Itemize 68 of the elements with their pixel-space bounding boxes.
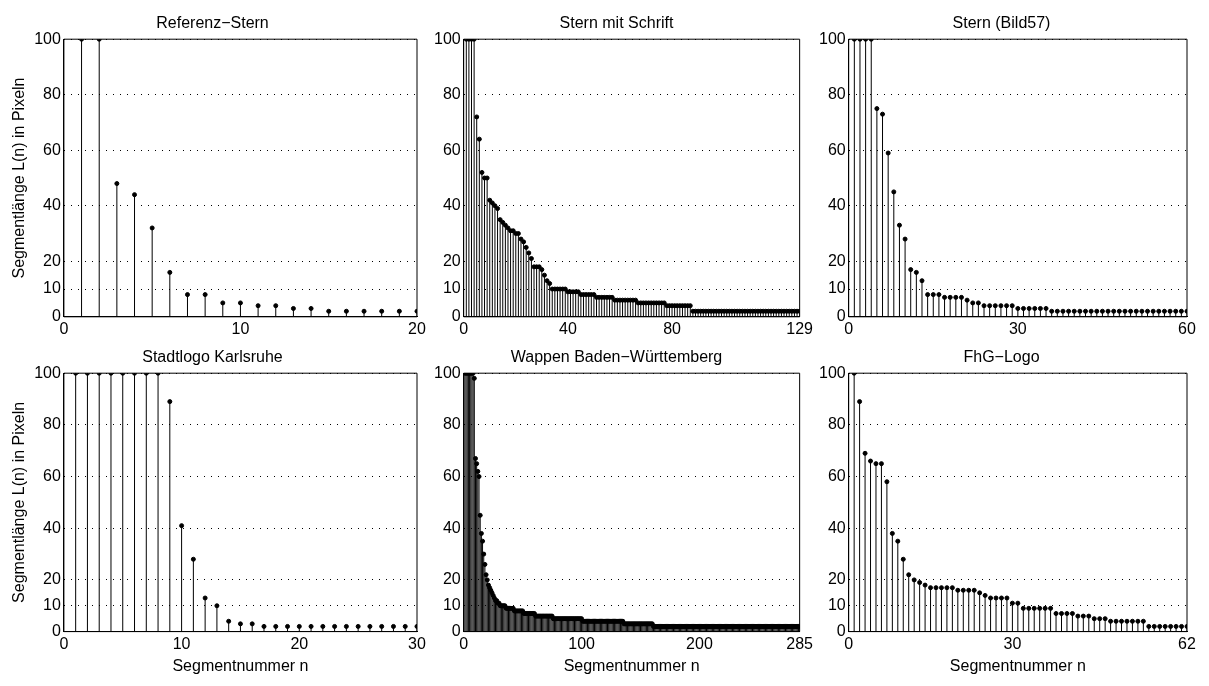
x-tick-label: 129 xyxy=(786,319,814,337)
y-tick-label: 20 xyxy=(827,570,846,588)
y-tick-label: 60 xyxy=(442,140,461,158)
y-tick-label: 10 xyxy=(43,596,61,614)
x-tick-label: 60 xyxy=(1178,319,1196,337)
y-tick-label: 0 xyxy=(51,622,61,640)
x-axis-title: Segmentnummer n xyxy=(563,656,700,674)
y-tick-label: 100 xyxy=(433,29,461,47)
y-tick-label: 40 xyxy=(43,518,61,536)
chart-title: Stern (Bild57) xyxy=(952,14,1051,32)
y-tick-label: 20 xyxy=(827,251,846,269)
x-axis-title: Segmentnummer n xyxy=(172,656,309,674)
x-tick-label: 20 xyxy=(408,319,426,337)
y-tick-label: 60 xyxy=(827,466,846,484)
y-tick-label: 100 xyxy=(34,363,61,381)
y-tick-label: 40 xyxy=(442,196,461,214)
y-tick-label: 40 xyxy=(43,196,61,214)
y-tick-label: 0 xyxy=(451,307,461,325)
y-tick-label: 100 xyxy=(433,363,461,381)
y-tick-label: 20 xyxy=(43,251,61,269)
y-tick-label: 100 xyxy=(818,29,846,47)
y-tick-label: 80 xyxy=(43,85,61,103)
x-tick-label: 80 xyxy=(663,319,682,337)
x-tick-label: 30 xyxy=(1008,319,1027,337)
chart-title: Stern mit Schrift xyxy=(559,14,674,32)
chart-title: FhG−Logo xyxy=(963,348,1040,366)
y-tick-label: 10 xyxy=(827,596,846,614)
y-tick-label: 0 xyxy=(836,307,846,325)
y-tick-label: 80 xyxy=(827,85,846,103)
y-tick-label: 10 xyxy=(442,279,461,297)
y-axis-title: Segmentlänge L(n) in Pixeln xyxy=(10,401,28,603)
x-tick-label: 10 xyxy=(231,319,250,337)
y-tick-label: 80 xyxy=(442,85,461,103)
x-tick-label: 200 xyxy=(686,634,713,652)
y-tick-label: 80 xyxy=(43,415,61,433)
y-tick-label: 10 xyxy=(442,596,461,614)
x-tick-label: 20 xyxy=(290,634,309,652)
chart-title: Referenz−Stern xyxy=(156,14,269,32)
y-tick-label: 40 xyxy=(827,518,846,536)
chart-title: Stadtlogo Karlsruhe xyxy=(142,348,283,366)
y-tick-label: 10 xyxy=(43,279,61,297)
x-tick-label: 40 xyxy=(558,319,577,337)
y-tick-label: 80 xyxy=(827,415,846,433)
x-tick-label: 10 xyxy=(172,634,191,652)
y-tick-label: 80 xyxy=(442,415,461,433)
x-tick-label: 30 xyxy=(408,634,426,652)
y-tick-label: 100 xyxy=(34,29,61,47)
y-tick-label: 60 xyxy=(43,140,61,158)
chart-title: Wappen Baden−Württemberg xyxy=(510,348,723,366)
y-tick-label: 100 xyxy=(818,363,846,381)
y-tick-label: 40 xyxy=(442,518,461,536)
y-tick-label: 20 xyxy=(442,251,461,269)
x-tick-label: 30 xyxy=(1003,634,1022,652)
y-tick-label: 0 xyxy=(51,307,61,325)
y-tick-label: 0 xyxy=(836,622,846,640)
y-tick-label: 10 xyxy=(827,279,846,297)
y-tick-label: 20 xyxy=(442,570,461,588)
y-tick-label: 60 xyxy=(442,466,461,484)
x-axis-title: Segmentnummer n xyxy=(949,656,1086,674)
y-tick-label: 60 xyxy=(43,466,61,484)
y-tick-label: 20 xyxy=(43,570,61,588)
x-tick-label: 285 xyxy=(786,634,814,652)
y-tick-label: 40 xyxy=(827,196,846,214)
x-tick-label: 100 xyxy=(568,634,596,652)
y-axis-title: Segmentlänge L(n) in Pixeln xyxy=(10,77,28,279)
x-tick-label: 62 xyxy=(1178,634,1196,652)
y-tick-label: 60 xyxy=(827,140,846,158)
y-tick-label: 0 xyxy=(451,622,461,640)
